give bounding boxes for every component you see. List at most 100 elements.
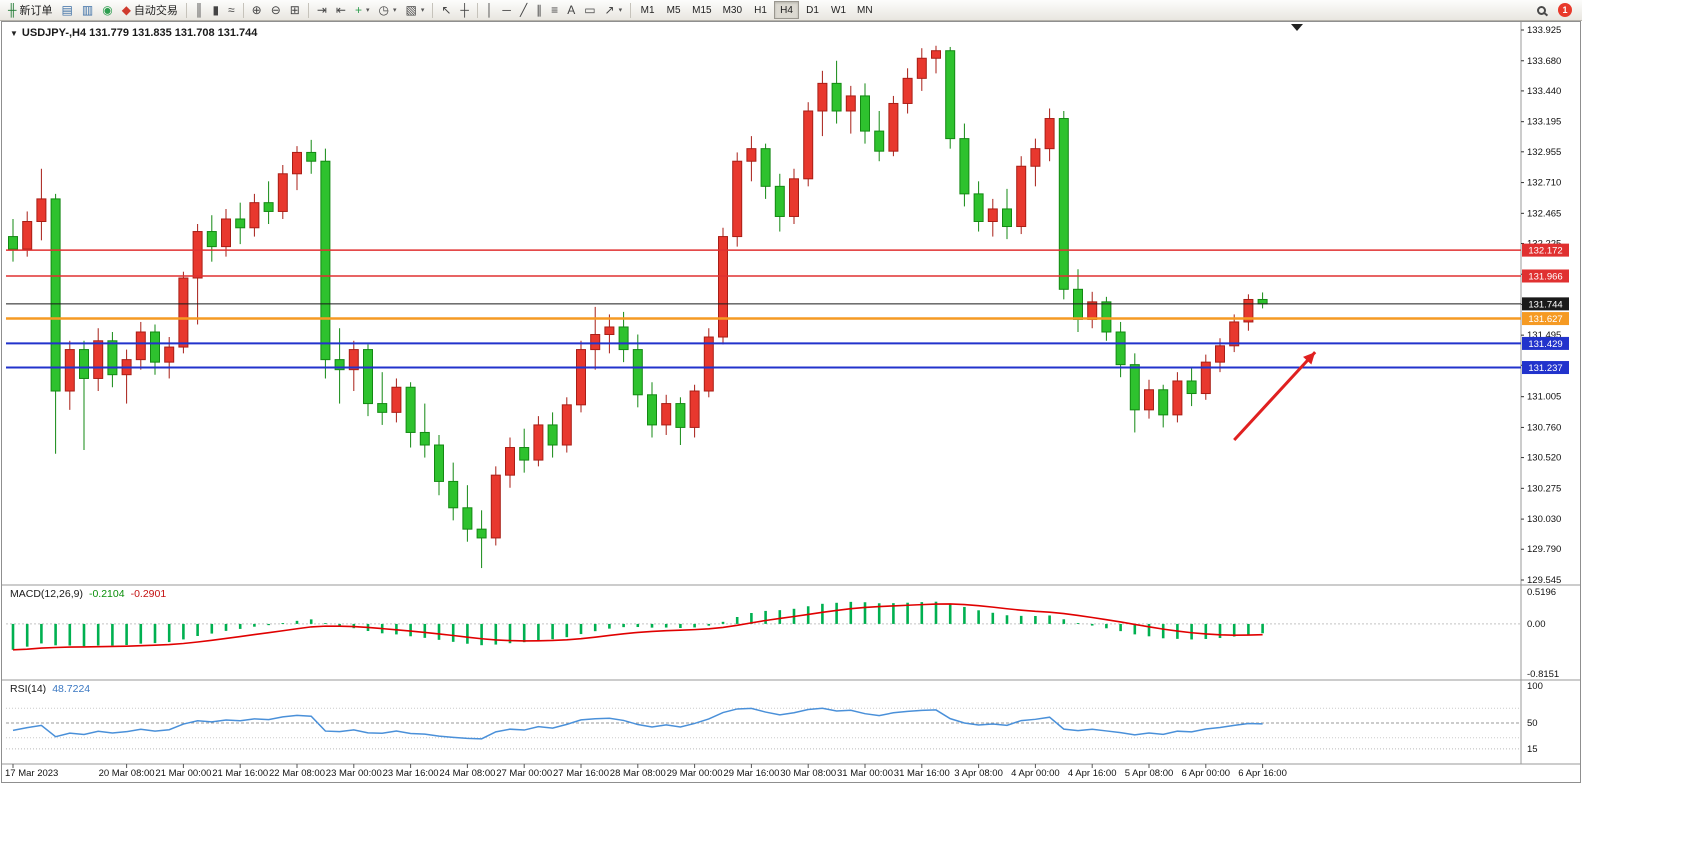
horizontal-lines[interactable]: 132.172 131.966 131.744 131.627 131.429 131.2… <box>6 243 1569 375</box>
svg-text:131.237: 131.237 <box>1528 363 1562 374</box>
chart-shift-button[interactable]: ⇤ <box>332 1 350 20</box>
tile-windows-icon: ⊞ <box>289 3 300 17</box>
svg-text:27 Mar 16:00: 27 Mar 16:00 <box>553 768 609 779</box>
main-toolbar: ╫ 新订单 ▤ ▥ ◉ ◆ 自动交易 ║ ▮ ≈ ⊕ ⊖ ⊞ ⇥ ⇤ + ▾ ◷ ▾ ▧ ▾ ↖ ┼ │ ─ ╱ ∥ ≡ A ▭ ↗ ▾ M1… <box>0 0 1582 21</box>
time-axis[interactable]: 17 Mar 2023 20 Mar 08:00 21 Mar 00:00 21 Ma… <box>5 764 1287 779</box>
zoom-out-button[interactable]: ⊖ <box>267 1 285 20</box>
text-label-icon: ▭ <box>584 3 596 17</box>
timeframe-mn-button[interactable]: MN <box>852 1 878 19</box>
toolbar-separator <box>476 2 478 18</box>
chart-window[interactable]: 133.925 133.680 133.440 133.195 132.955 132.7… <box>1 21 1581 783</box>
scroll-position-marker[interactable] <box>1291 24 1303 31</box>
toolbar-separator <box>242 2 244 18</box>
timeframe-h4-button[interactable]: H4 <box>774 1 800 19</box>
svg-text:129.545: 129.545 <box>1527 575 1561 586</box>
svg-text:3 Apr 08:00: 3 Apr 08:00 <box>954 768 1003 779</box>
fibonacci-button[interactable]: ≡ <box>547 1 562 20</box>
svg-text:4 Apr 00:00: 4 Apr 00:00 <box>1011 768 1060 779</box>
timeframe-w1-button[interactable]: W1 <box>826 1 851 19</box>
cursor-icon: ↖ <box>441 3 452 17</box>
tile-windows-button[interactable]: ⊞ <box>286 1 304 20</box>
timeframe-m15-button[interactable]: M15 <box>687 1 716 19</box>
svg-text:23 Mar 00:00: 23 Mar 00:00 <box>326 768 382 779</box>
svg-text:132.710: 132.710 <box>1527 178 1561 189</box>
crosshair-button[interactable]: ┼ <box>456 1 473 20</box>
timeframe-m1-button[interactable]: M1 <box>635 1 660 19</box>
timeframe-group: M1 M5 M15 M30 H1 H4 D1 W1 MN <box>635 1 877 19</box>
price-axis[interactable]: 133.925 133.680 133.440 133.195 132.955 132.7… <box>1521 25 1561 586</box>
auto-trading-icon: ◆ <box>121 3 131 17</box>
chart-canvas[interactable]: 133.925 133.680 133.440 133.195 132.955 132.7… <box>2 22 1580 782</box>
auto-trading-button-label: 自动交易 <box>133 5 178 17</box>
zoom-in-button[interactable]: ⊕ <box>248 1 266 20</box>
svg-text:130.030: 130.030 <box>1527 514 1561 525</box>
auto-trading-button[interactable]: ◆ 自动交易 <box>118 1 182 20</box>
svg-text:31 Mar 16:00: 31 Mar 16:00 <box>894 768 950 779</box>
svg-text:6 Apr 00:00: 6 Apr 00:00 <box>1181 768 1230 779</box>
trend-arrow-annotation[interactable] <box>1233 351 1317 442</box>
cursor-button[interactable]: ↖ <box>437 1 455 20</box>
svg-text:-0.8151: -0.8151 <box>1527 669 1559 680</box>
arrows-tool-button[interactable]: ↗ ▾ <box>601 1 627 20</box>
market-watch-button[interactable]: ▤ <box>58 1 77 20</box>
periods-button[interactable]: ◷ ▾ <box>374 1 400 20</box>
auto-scroll-button[interactable]: ⇥ <box>313 1 331 20</box>
timeframe-d1-button[interactable]: D1 <box>800 1 825 19</box>
indicators-button[interactable]: + ▾ <box>351 1 374 20</box>
dropdown-arrow-icon: ▾ <box>618 7 623 14</box>
svg-text:100: 100 <box>1527 681 1543 692</box>
price-tag <box>1522 243 1569 257</box>
svg-text:131.429: 131.429 <box>1528 339 1562 350</box>
data-window-button[interactable]: ▥ <box>78 1 97 20</box>
timeframe-h1-button[interactable]: H1 <box>748 1 773 19</box>
svg-text:28 Mar 08:00: 28 Mar 08:00 <box>610 768 666 779</box>
arrows-tool-icon: ↗ <box>604 3 615 17</box>
svg-text:132.955: 132.955 <box>1527 147 1561 158</box>
data-window-icon: ▥ <box>81 3 94 17</box>
svg-text:133.925: 133.925 <box>1527 25 1561 36</box>
svg-text:130.275: 130.275 <box>1527 483 1561 494</box>
market-watch-icon: ▤ <box>61 3 73 17</box>
macd-pane[interactable]: 0.5196 0.00 -0.8151 <box>6 587 1559 680</box>
bar-chart-icon: ║ <box>194 3 204 17</box>
svg-text:133.195: 133.195 <box>1527 117 1561 128</box>
channel-icon: ∥ <box>536 3 543 17</box>
navigator-button[interactable]: ◉ <box>98 1 116 20</box>
chart-shift-icon: ⇤ <box>335 3 346 17</box>
dropdown-arrow-icon: ▾ <box>420 7 425 14</box>
bar-chart-button[interactable]: ║ <box>191 1 208 20</box>
candles[interactable] <box>8 45 1268 569</box>
svg-text:17 Mar 2023: 17 Mar 2023 <box>5 768 58 779</box>
svg-text:21 Mar 16:00: 21 Mar 16:00 <box>212 768 268 779</box>
price-tag <box>1522 361 1569 375</box>
channel-button[interactable]: ∥ <box>532 1 546 20</box>
notifications-badge[interactable]: 1 <box>1558 3 1572 17</box>
horizontal-line-button[interactable]: ─ <box>498 1 515 20</box>
zoom-out-icon: ⊖ <box>270 3 281 17</box>
indicators-icon: + <box>354 3 362 17</box>
line-chart-button[interactable]: ≈ <box>224 1 239 20</box>
timeframe-m30-button[interactable]: M30 <box>718 1 747 19</box>
candlestick-chart-button[interactable]: ▮ <box>208 1 223 20</box>
svg-text:29 Mar 16:00: 29 Mar 16:00 <box>723 768 779 779</box>
svg-text:131.005: 131.005 <box>1527 392 1561 403</box>
templates-button[interactable]: ▧ ▾ <box>401 1 428 20</box>
text-button[interactable]: A <box>563 1 579 20</box>
dropdown-arrow-icon: ▾ <box>365 7 370 14</box>
trendline-button[interactable]: ╱ <box>516 1 531 20</box>
rsi-pane[interactable]: 100 50 15 <box>6 681 1543 755</box>
svg-text:50: 50 <box>1527 718 1538 729</box>
new-order-button[interactable]: ╫ 新订单 <box>4 1 57 20</box>
new-order-icon: ╫ <box>8 3 17 17</box>
text-label-button[interactable]: ▭ <box>580 1 599 20</box>
svg-text:31 Mar 00:00: 31 Mar 00:00 <box>837 768 893 779</box>
svg-text:20 Mar 08:00: 20 Mar 08:00 <box>99 768 155 779</box>
auto-scroll-icon: ⇥ <box>316 3 327 17</box>
search-button[interactable] <box>1533 1 1550 20</box>
crosshair-icon: ┼ <box>460 3 469 17</box>
svg-text:133.440: 133.440 <box>1527 86 1561 97</box>
toolbar-separator <box>432 2 434 18</box>
svg-text:131.744: 131.744 <box>1528 299 1562 310</box>
vertical-line-button[interactable]: │ <box>482 1 498 20</box>
timeframe-m5-button[interactable]: M5 <box>661 1 686 19</box>
